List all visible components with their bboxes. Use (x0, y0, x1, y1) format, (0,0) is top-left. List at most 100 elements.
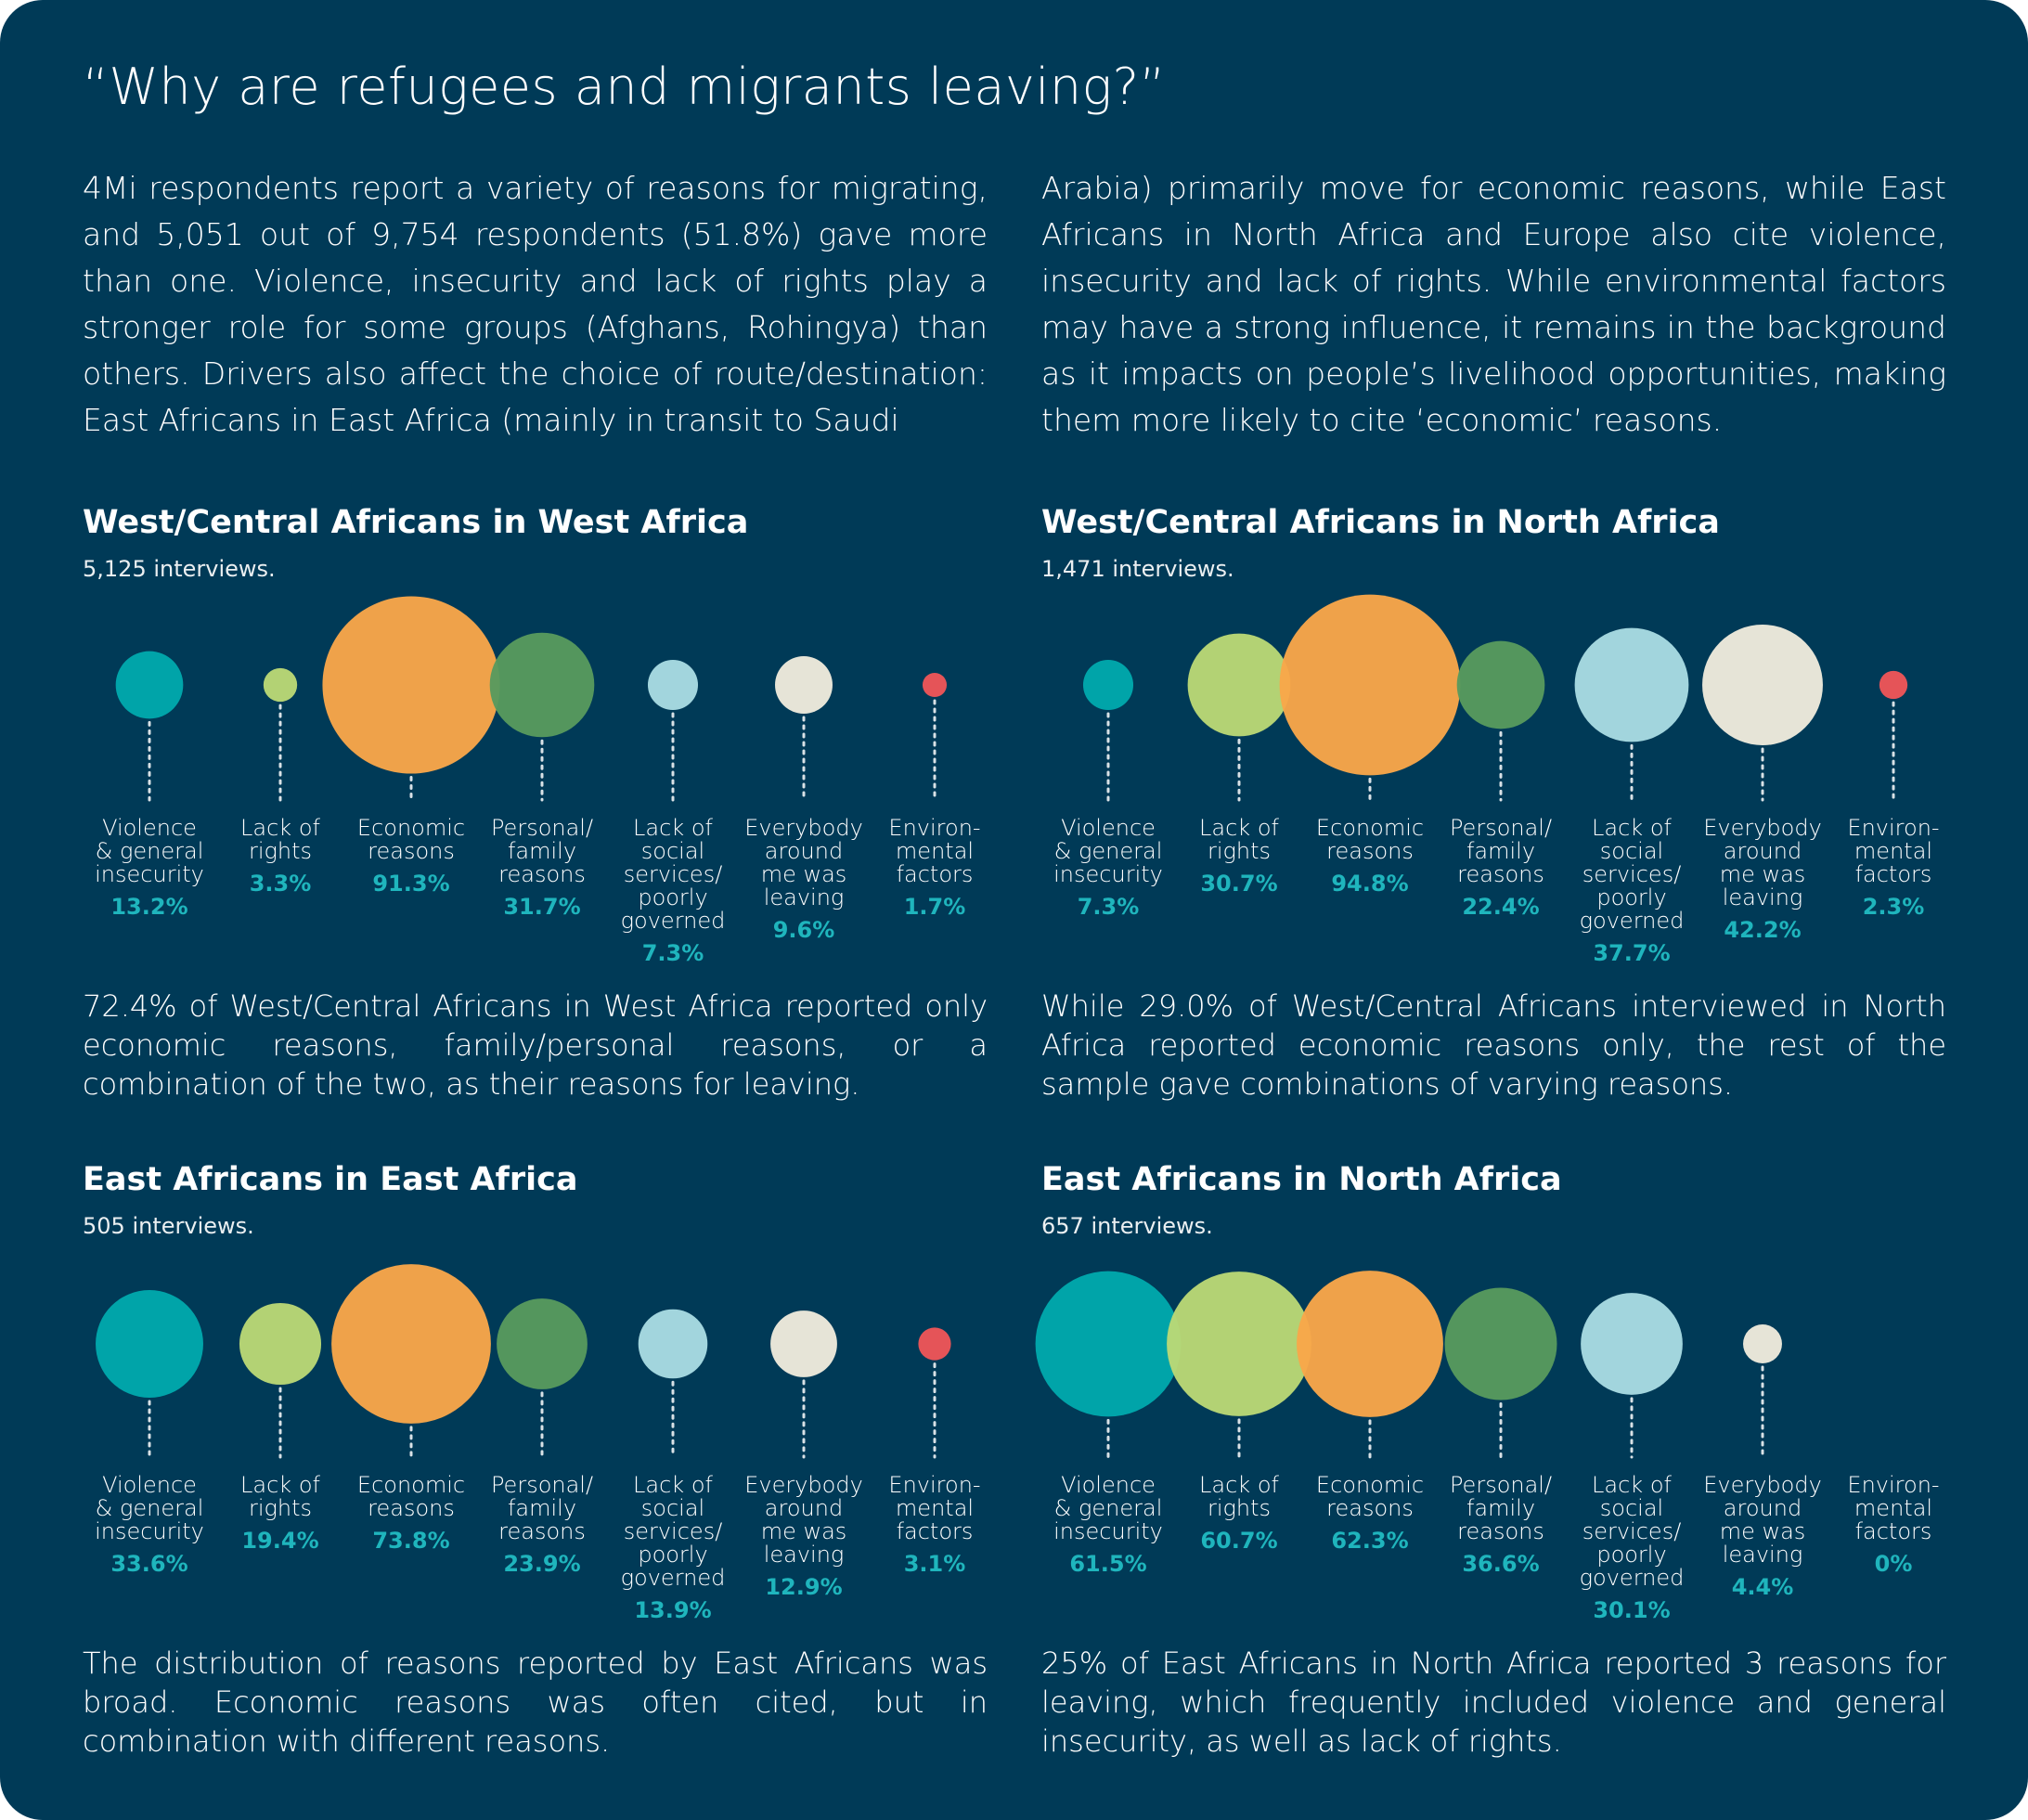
category-label-environmental: Environ-mental factors (1847, 815, 1940, 887)
intro-right: Arabia) primarily move for economic reas… (1041, 170, 1946, 438)
percent-label-family: 36.6% (1462, 1551, 1540, 1577)
chart-subtitle: 5,125 interviews. (83, 556, 276, 582)
category-label-family: Personal/family reasons (490, 1472, 594, 1544)
bubble-lack-of-rights (263, 667, 298, 703)
bubble-services (1581, 1293, 1683, 1395)
category-label-violence: Violence & general insecurity (95, 815, 204, 887)
percent-label-violence: 7.3% (1077, 894, 1140, 920)
percent-label-lack-of-rights: 30.7% (1200, 871, 1278, 897)
percent-label-economic: 62.3% (1331, 1528, 1409, 1554)
percent-label-services: 37.7% (1593, 940, 1671, 966)
category-label-services: Lack of social services/poorly governed (620, 815, 726, 934)
bubble-lack-of-rights (1187, 633, 1291, 737)
bubble-environmental (918, 1327, 951, 1361)
bubble-family (489, 632, 595, 738)
percent-label-family: 31.7% (503, 894, 581, 920)
percent-label-economic: 94.8% (1331, 871, 1409, 897)
category-label-economic: Economic reasons (356, 1472, 466, 1521)
category-label-everybody: Everybody around me was leaving (744, 815, 863, 910)
chart-title: East Africans in North Africa (1041, 1161, 1562, 1198)
chart-subtitle: 1,471 interviews. (1041, 556, 1234, 582)
category-label-lack-of-rights: Lack of rights (1199, 1472, 1279, 1521)
percent-label-violence: 33.6% (110, 1551, 188, 1577)
percent-label-family: 22.4% (1462, 894, 1540, 920)
category-label-lack-of-rights: Lack of rights (1199, 815, 1279, 864)
percent-label-economic: 91.3% (372, 871, 450, 897)
bubble-lack-of-rights (1167, 1271, 1311, 1416)
bubble-services (1574, 627, 1689, 742)
bubble-lack-of-rights (239, 1302, 322, 1386)
bubble-everybody (1702, 625, 1823, 745)
percent-label-family: 23.9% (503, 1551, 581, 1577)
category-label-family: Personal/family reasons (490, 815, 594, 887)
category-label-violence: Violence & general insecurity (1053, 815, 1163, 887)
bubble-environmental (1879, 670, 1908, 700)
category-label-lack-of-rights: Lack of rights (240, 1472, 320, 1521)
percent-label-environmental: 2.3% (1862, 894, 1925, 920)
category-label-economic: Economic reasons (1315, 815, 1425, 864)
bubble-violence (1035, 1271, 1182, 1417)
category-label-everybody: Everybody around me was leaving (744, 1472, 863, 1568)
percent-label-services: 13.9% (634, 1597, 712, 1623)
percent-label-services: 7.3% (641, 940, 704, 966)
percent-label-violence: 61.5% (1069, 1551, 1147, 1577)
bubble-family (1456, 640, 1545, 729)
chart-title: West/Central Africans in North Africa (1041, 504, 1720, 541)
percent-label-everybody: 12.9% (765, 1574, 843, 1600)
percent-label-everybody: 9.6% (772, 917, 835, 943)
chart-summary: While 29.0% of West/Central Africans int… (1041, 988, 1946, 1102)
category-label-economic: Economic reasons (1315, 1472, 1425, 1521)
bubble-violence (1082, 659, 1134, 711)
percent-label-lack-of-rights: 3.3% (249, 871, 312, 897)
chart-summary: The distribution of reasons reported by … (83, 1646, 988, 1759)
percent-label-everybody: 4.4% (1731, 1574, 1794, 1600)
bubble-everybody (770, 1310, 837, 1377)
category-label-services: Lack of social services/poorly governed (1579, 1472, 1685, 1591)
bubble-economic (1297, 1271, 1443, 1417)
bubble-violence (115, 651, 184, 719)
chart-title: West/Central Africans in West Africa (83, 504, 749, 541)
chart-summary: 25% of East Africans in North Africa rep… (1041, 1646, 1946, 1759)
category-label-services: Lack of social services/poorly governed (1579, 815, 1685, 934)
chart-summary: 72.4% of West/Central Africans in West A… (83, 988, 988, 1102)
percent-label-economic: 73.8% (372, 1528, 450, 1554)
category-label-everybody: Everybody around me was leaving (1703, 815, 1822, 910)
chart-subtitle: 657 interviews. (1041, 1213, 1213, 1239)
bubble-services (638, 1309, 708, 1379)
intro-left: 4Mi respondents report a variety of reas… (83, 170, 988, 438)
category-label-environmental: Environ-mental factors (1847, 1472, 1940, 1544)
percent-label-violence: 13.2% (110, 894, 188, 920)
chart-title: East Africans in East Africa (83, 1161, 578, 1198)
bubble-family (497, 1298, 588, 1389)
category-label-violence: Violence & general insecurity (95, 1472, 204, 1544)
percent-label-environmental: 1.7% (903, 894, 966, 920)
category-label-family: Personal/family reasons (1449, 1472, 1553, 1544)
percent-label-lack-of-rights: 19.4% (241, 1528, 319, 1554)
bubble-everybody (1743, 1324, 1782, 1363)
percent-label-environmental: 0% (1874, 1551, 1913, 1577)
bubble-environmental (922, 672, 948, 698)
percent-label-everybody: 42.2% (1724, 917, 1802, 943)
category-label-environmental: Environ-mental factors (888, 1472, 981, 1544)
percent-label-lack-of-rights: 60.7% (1200, 1528, 1278, 1554)
category-label-environmental: Environ-mental factors (888, 815, 981, 887)
bubble-services (647, 659, 699, 711)
percent-label-services: 30.1% (1593, 1597, 1671, 1623)
category-label-lack-of-rights: Lack of rights (240, 815, 320, 864)
bubble-economic (1279, 594, 1461, 776)
category-label-family: Personal/family reasons (1449, 815, 1553, 887)
page-title: “Why are refugees and migrants leaving?” (83, 58, 1167, 116)
category-label-economic: Economic reasons (356, 815, 466, 864)
chart-subtitle: 505 interviews. (83, 1213, 254, 1239)
percent-label-environmental: 3.1% (903, 1551, 966, 1577)
bubble-everybody (775, 656, 833, 714)
category-label-everybody: Everybody around me was leaving (1703, 1472, 1822, 1568)
bubble-family (1444, 1287, 1557, 1400)
bubble-economic (331, 1264, 491, 1424)
category-label-services: Lack of social services/poorly governed (620, 1472, 726, 1591)
bubble-violence (96, 1290, 203, 1398)
bubble-economic (322, 596, 500, 774)
category-label-violence: Violence & general insecurity (1053, 1472, 1163, 1544)
